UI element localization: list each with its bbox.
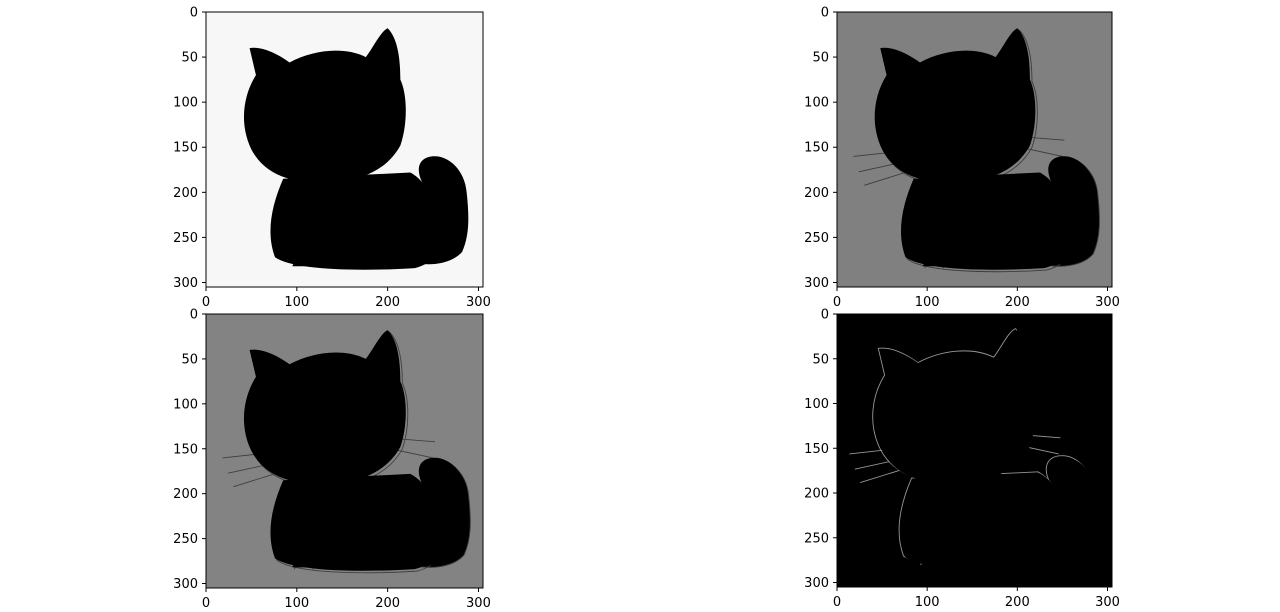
x-tick-label: 0: [833, 595, 841, 610]
y-tick-label: 200: [804, 186, 829, 201]
image-bottom-left: .cat-2 .body { fill:none; stroke:#e0e0e0…: [206, 314, 483, 588]
x-tick-label: 200: [375, 295, 400, 310]
image-top-right: .cat-1 .body { fill:none; stroke:#dcdcdc…: [837, 12, 1112, 287]
y-tick-label: 0: [821, 308, 829, 323]
x-tick-label: 0: [202, 295, 210, 310]
y-tick-label: 50: [812, 51, 829, 66]
axes-frame-bottom-right: [836, 313, 1113, 588]
y-tick-label: 300: [804, 576, 829, 591]
x-tick-label: 300: [466, 295, 491, 310]
x-tick-label: 0: [833, 295, 841, 310]
y-tick-label: 200: [173, 186, 198, 201]
subplot-bottom-right: .cat-3 .body { fill:none; stroke:#e8e8e8…: [804, 308, 1120, 611]
y-tick-label: 250: [173, 231, 198, 246]
x-tick-label: 100: [915, 295, 940, 310]
subplot-bottom-left: .cat-2 .body { fill:none; stroke:#e0e0e0…: [173, 308, 491, 612]
x-tick-label: 200: [1005, 295, 1030, 310]
y-tick-label: 300: [173, 577, 198, 592]
axes-frame-top-left: [205, 11, 484, 288]
y-tick-label: 100: [173, 96, 198, 111]
y-tick-label: 50: [812, 352, 829, 367]
axes-frame-bottom-left: [205, 313, 484, 589]
image-top-left: .cat-0 .body { fill:#f2f2f2; stroke:#111…: [206, 12, 483, 287]
y-tick-label: 50: [181, 352, 198, 367]
y-tick-label: 50: [181, 51, 198, 66]
x-tick-label: 300: [1095, 295, 1120, 310]
y-tick-label: 300: [804, 276, 829, 291]
axes-frame-top-right: [836, 11, 1113, 288]
subplot-grid: .cat-0 .body { fill:#f2f2f2; stroke:#111…: [173, 6, 1120, 612]
y-tick-label: 250: [173, 532, 198, 547]
x-tick-label: 300: [466, 596, 491, 611]
y-tick-label: 200: [173, 487, 198, 502]
y-tick-label: 0: [821, 6, 829, 21]
y-tick-label: 100: [173, 397, 198, 412]
y-tick-label: 300: [173, 276, 198, 291]
y-tick-label: 100: [804, 96, 829, 111]
x-tick-label: 200: [375, 596, 400, 611]
y-tick-label: 250: [804, 231, 829, 246]
x-tick-label: 100: [284, 596, 309, 611]
y-tick-label: 150: [804, 141, 829, 156]
y-tick-label: 150: [173, 442, 198, 457]
subplot-top-left: .cat-0 .body { fill:#f2f2f2; stroke:#111…: [173, 6, 491, 311]
y-tick-label: 0: [190, 308, 198, 323]
x-tick-label: 100: [915, 595, 940, 610]
y-tick-label: 200: [804, 487, 829, 502]
y-tick-label: 150: [804, 442, 829, 457]
x-tick-label: 300: [1095, 595, 1120, 610]
y-tick-label: 150: [173, 141, 198, 156]
y-tick-label: 0: [190, 6, 198, 21]
image-bottom-right: .cat-3 .body { fill:none; stroke:#e8e8e8…: [837, 314, 1112, 587]
x-tick-label: 100: [284, 295, 309, 310]
y-tick-label: 250: [804, 531, 829, 546]
y-tick-label: 100: [804, 397, 829, 412]
subplot-top-right: .cat-1 .body { fill:none; stroke:#dcdcdc…: [804, 6, 1120, 311]
x-tick-label: 200: [1005, 595, 1030, 610]
x-tick-label: 0: [202, 596, 210, 611]
